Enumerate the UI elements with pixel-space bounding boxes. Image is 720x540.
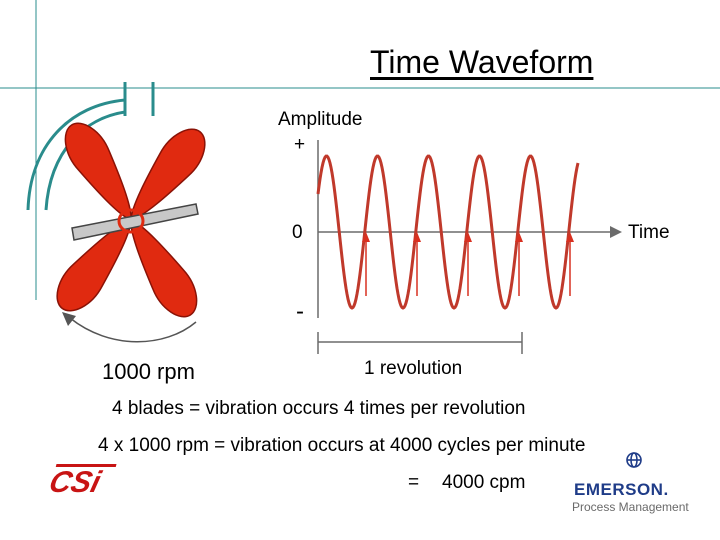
result-cpm: 4000 cpm: [442, 472, 526, 493]
time-axis-label: Time: [628, 222, 670, 243]
axes: [317, 140, 622, 318]
page-title: Time Waveform: [370, 44, 594, 80]
sine-waveform: [316, 154, 580, 310]
shaft: [71, 203, 199, 241]
decor-lines: [0, 0, 720, 300]
equals-sign: =: [408, 472, 420, 493]
emerson-logo-text: EMERSON.: [574, 480, 669, 499]
revolution-label: 1 revolution: [364, 358, 463, 379]
rotation-arrow: [62, 312, 197, 343]
blade-pass-arrow: [464, 232, 472, 296]
csi-logo: CSi: [46, 464, 117, 498]
revolution-bracket: [317, 332, 523, 354]
blade-pass-arrows: [362, 232, 574, 296]
blade-pass-arrow: [362, 232, 370, 296]
blade-pass-arrow: [413, 232, 421, 296]
amplitude-axis-label: Amplitude: [278, 109, 363, 130]
blade-pass-arrow: [515, 232, 523, 296]
csi-logo-text: CSi: [46, 465, 105, 498]
amplitude-minus-label: -: [296, 298, 304, 325]
emerson-logo-mark: [626, 452, 642, 468]
emerson-logo-subtext: Process Management: [572, 500, 689, 514]
fan-blades: [56, 122, 206, 318]
blade-pass-arrow: [566, 232, 574, 296]
amplitude-plus-label: +: [294, 134, 306, 155]
explanation-line-2: 4 x 1000 rpm = vibration occurs at 4000 …: [98, 435, 586, 456]
rpm-label: 1000 rpm: [102, 359, 195, 384]
emerson-globe-icon: [626, 452, 642, 468]
amplitude-zero-label: 0: [292, 222, 303, 243]
explanation-line-1: 4 blades = vibration occurs 4 times per …: [112, 398, 526, 419]
